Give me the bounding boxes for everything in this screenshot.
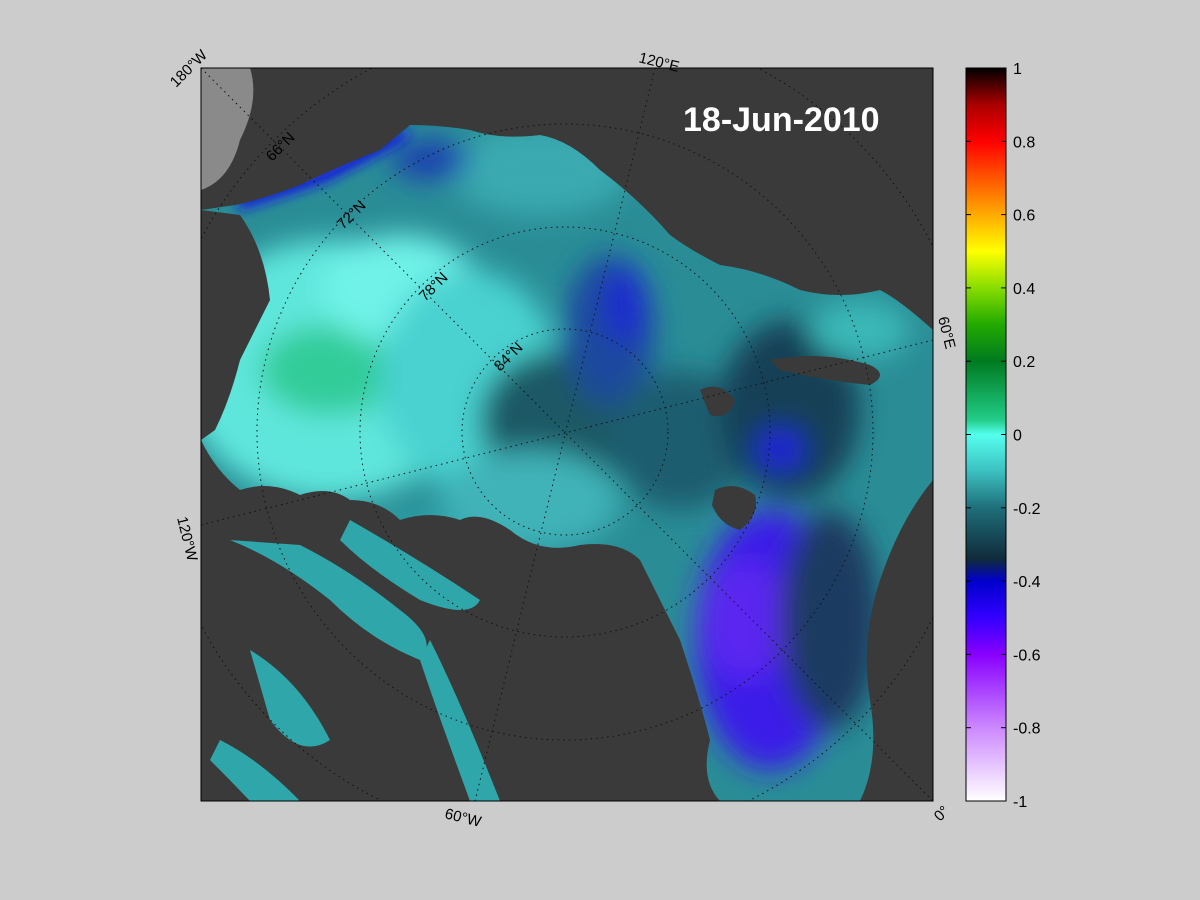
- colorbar-ticks: 1 0.8 0.6 0.4 0.2 0 -0.2 -0.4 -0.6 -0.8 -1: [966, 61, 1041, 811]
- colorbar-tick-label: 0.2: [1013, 354, 1035, 371]
- graticule: [201, 68, 933, 801]
- archipelago-channels: [210, 520, 500, 801]
- land-masses: [201, 68, 933, 801]
- colorbar-tick-label: -0.6: [1013, 647, 1041, 664]
- date-label: 18-Jun-2010: [683, 101, 880, 139]
- lon-label-60e: 60°E: [934, 315, 958, 351]
- colorbar-tick-label: -0.2: [1013, 501, 1041, 518]
- colorbar-tick-label: -0.4: [1013, 574, 1041, 591]
- channel-3: [340, 520, 480, 610]
- alaska-land: [201, 210, 270, 440]
- no-data-region: [201, 68, 254, 190]
- colorbar-tick-label: 0.4: [1013, 281, 1035, 298]
- channel-5: [210, 740, 300, 801]
- colorbar-tick-label: -0.8: [1013, 721, 1041, 738]
- lon-label-60w: 60°W: [443, 805, 484, 831]
- colorbar-tick-label: 1: [1013, 61, 1022, 78]
- map-panel: 18-Jun-2010: [201, 68, 933, 801]
- colorbar-tick-label: 0.8: [1013, 134, 1035, 151]
- svalbard-land: [700, 386, 735, 416]
- greenland-land: [470, 554, 700, 801]
- scandinavia-land: [860, 480, 933, 801]
- colorbar-tick-label: -1: [1013, 794, 1027, 811]
- map-frame: [200, 67, 934, 802]
- lat-circle-78n: [359, 226, 771, 638]
- channel-1: [230, 540, 427, 660]
- siberia-land: [201, 68, 933, 330]
- lon-label-120w: 120°W: [173, 515, 201, 564]
- colorbar-tick-label: 0: [1013, 428, 1022, 445]
- colorbar-tick-label: 0.6: [1013, 208, 1035, 225]
- lat-circle-84n: [461, 328, 669, 536]
- meridian-180-0: [201, 68, 933, 801]
- franz-josef-land: [712, 486, 756, 530]
- colorbar: 1 0.8 0.6 0.4 0.2 0 -0.2 -0.4 -0.6 -0.8 -1: [965, 61, 1041, 811]
- lat-circle-72n: [256, 123, 874, 741]
- novaya-zemlya-land: [770, 356, 880, 385]
- channel-4: [420, 640, 500, 801]
- lon-label-0: 0°: [931, 803, 953, 825]
- colorbar-gradient: [965, 67, 1007, 802]
- channel-2: [250, 650, 330, 747]
